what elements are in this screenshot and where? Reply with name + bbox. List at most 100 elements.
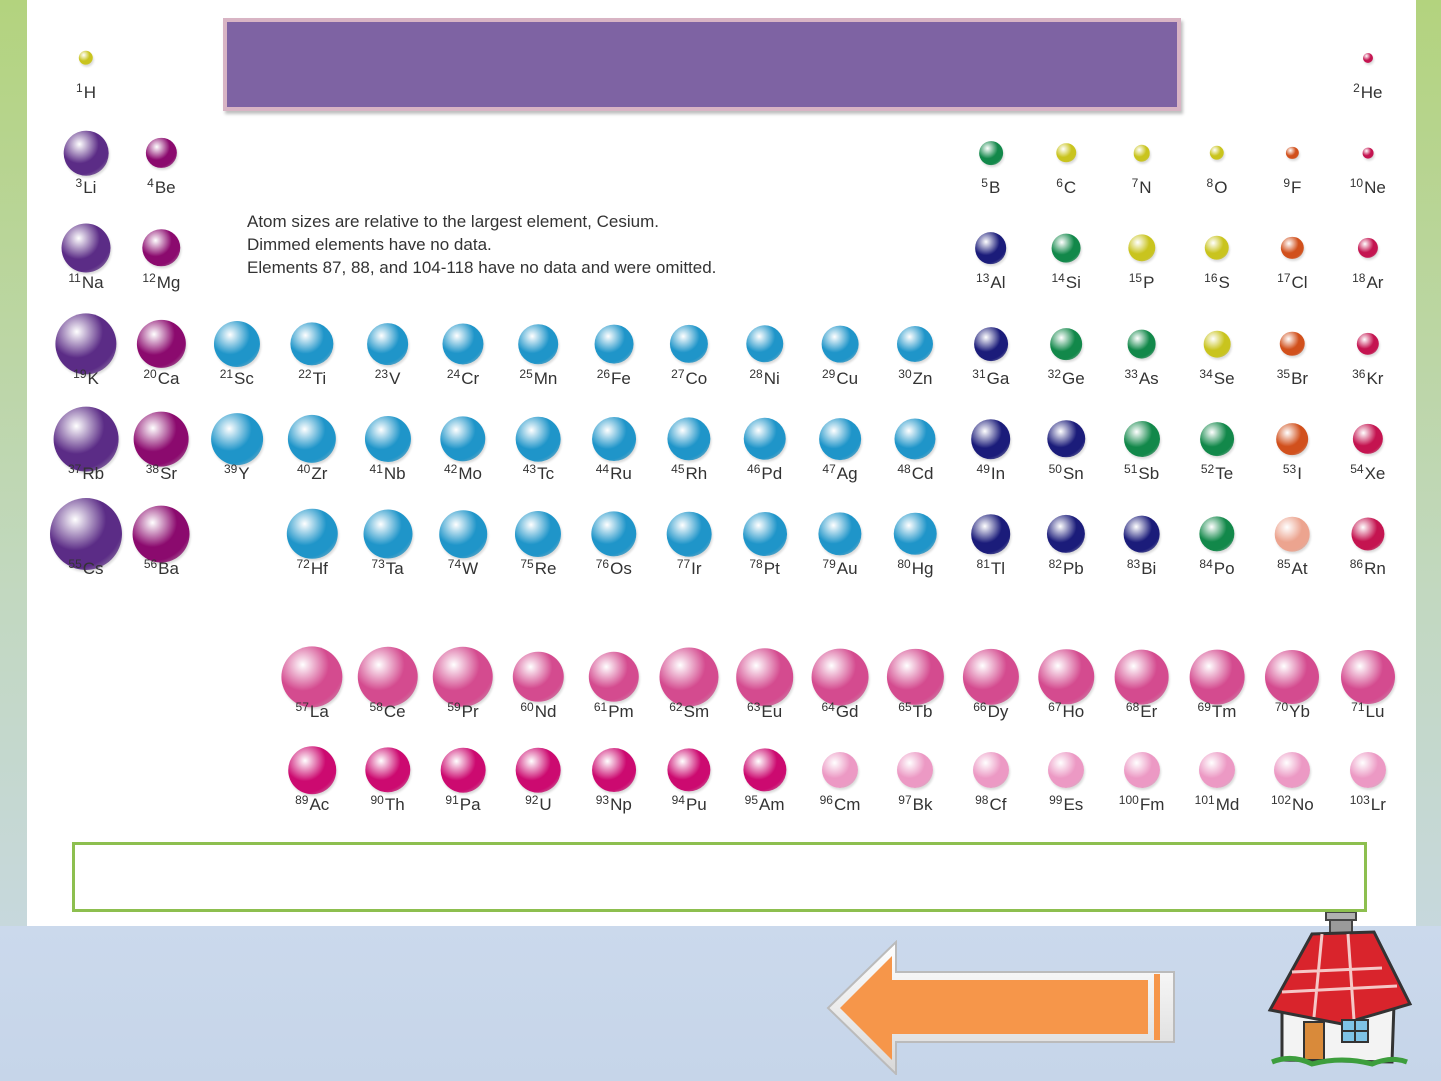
element-symbol: H bbox=[83, 83, 96, 102]
element-label: 99Es bbox=[1029, 793, 1104, 815]
element-symbol: Ge bbox=[1062, 369, 1085, 388]
atom-sphere bbox=[357, 646, 418, 708]
element-symbol: Ti bbox=[312, 369, 327, 388]
element-symbol: Dy bbox=[987, 702, 1009, 721]
element-symbol: Ag bbox=[836, 464, 858, 483]
element-label: 13Al bbox=[953, 271, 1028, 293]
atomic-number: 44 bbox=[595, 462, 610, 476]
atomic-number: 99 bbox=[1049, 793, 1063, 807]
atomic-number: 89 bbox=[295, 793, 309, 807]
atomic-number: 93 bbox=[595, 793, 610, 807]
atom-sphere bbox=[745, 325, 784, 363]
atom-sphere bbox=[63, 130, 109, 176]
element-symbol: Gd bbox=[835, 702, 859, 721]
home-icon[interactable] bbox=[1262, 912, 1414, 1072]
element-label: 60Nd bbox=[501, 700, 576, 722]
element-label: 66Dy bbox=[953, 700, 1028, 722]
element-symbol: At bbox=[1291, 559, 1308, 578]
atomic-number: 65 bbox=[898, 700, 912, 714]
element-symbol: Pt bbox=[763, 559, 780, 578]
element-label: 23V bbox=[350, 367, 425, 389]
atomic-number: 72 bbox=[296, 557, 310, 571]
atom-sphere bbox=[288, 414, 337, 464]
atom-sphere bbox=[1056, 143, 1076, 163]
element-symbol: Pb bbox=[1062, 559, 1084, 578]
atom-sphere bbox=[735, 648, 794, 706]
atom-sphere bbox=[1280, 331, 1305, 357]
element-label: 84Po bbox=[1180, 557, 1255, 579]
element-symbol: Si bbox=[1065, 273, 1081, 292]
atomic-number: 50 bbox=[1048, 462, 1062, 476]
atomic-number: 73 bbox=[371, 557, 385, 571]
atomic-number: 77 bbox=[676, 557, 691, 571]
atom-sphere bbox=[1265, 650, 1320, 704]
element-symbol: Br bbox=[1291, 369, 1309, 388]
back-arrow-icon[interactable] bbox=[826, 940, 1176, 1075]
atomic-number: 46 bbox=[747, 462, 761, 476]
atomic-number: 51 bbox=[1124, 462, 1138, 476]
element-er: 68Er bbox=[1104, 629, 1179, 724]
element-label: 2He bbox=[1330, 81, 1405, 103]
element-rh: 45Rh bbox=[652, 391, 727, 486]
element-symbol: Ga bbox=[986, 369, 1010, 388]
atomic-number: 71 bbox=[1351, 700, 1365, 714]
element-fe: 26Fe bbox=[576, 296, 651, 391]
element-symbol: Pr bbox=[461, 702, 479, 721]
element-symbol: Sn bbox=[1062, 464, 1084, 483]
element-symbol: Ir bbox=[691, 559, 702, 578]
element-zr: 40Zr bbox=[275, 391, 350, 486]
atomic-number: 28 bbox=[749, 367, 763, 381]
element-label: 67Ho bbox=[1029, 700, 1104, 722]
element-symbol: Hg bbox=[911, 559, 934, 578]
element-label: 38Sr bbox=[124, 462, 199, 484]
atom-sphere bbox=[1351, 517, 1385, 551]
element-symbol: Xe bbox=[1364, 464, 1386, 483]
atomic-number: 37 bbox=[67, 462, 82, 476]
atom-sphere bbox=[1199, 752, 1235, 788]
atom-sphere bbox=[887, 648, 944, 706]
atom-sphere bbox=[822, 752, 858, 788]
atom-sphere bbox=[1048, 752, 1085, 788]
atomic-number: 20 bbox=[143, 367, 157, 381]
atom-sphere bbox=[670, 324, 709, 364]
element-symbol: Cd bbox=[911, 464, 934, 483]
atom-sphere bbox=[1362, 53, 1373, 63]
element-symbol: Cm bbox=[833, 795, 861, 814]
atomic-number: 95 bbox=[744, 793, 759, 807]
answer-box[interactable] bbox=[72, 842, 1367, 912]
element-label: 59Pr bbox=[426, 700, 501, 722]
atomic-number: 68 bbox=[1125, 700, 1140, 714]
element-label: 68Er bbox=[1104, 700, 1179, 722]
atom-sphere bbox=[973, 327, 1008, 361]
atomic-number: 56 bbox=[143, 557, 158, 571]
atom-sphere bbox=[134, 411, 189, 467]
atom-sphere bbox=[50, 498, 122, 570]
element-symbol: Rh bbox=[685, 464, 708, 483]
atomic-number: 43 bbox=[522, 462, 537, 476]
atom-sphere bbox=[366, 323, 409, 365]
element-sr: 38Sr bbox=[124, 391, 199, 486]
atomic-number: 49 bbox=[976, 462, 990, 476]
element-symbol: As bbox=[1138, 369, 1159, 388]
element-label: 78Pt bbox=[727, 557, 802, 579]
element-kr: 36Kr bbox=[1330, 296, 1405, 391]
atom-sphere bbox=[659, 647, 719, 707]
atom-sphere bbox=[516, 416, 561, 462]
atom-sphere bbox=[1356, 332, 1379, 356]
atomic-number: 67 bbox=[1048, 700, 1062, 714]
note-line: Atom sizes are relative to the largest e… bbox=[247, 212, 659, 231]
element-f: 9F bbox=[1255, 105, 1330, 200]
atom-sphere bbox=[974, 232, 1007, 264]
element-label: 71Lu bbox=[1330, 700, 1405, 722]
atomic-number: 92 bbox=[525, 793, 539, 807]
element-ne: 10Ne bbox=[1330, 105, 1405, 200]
element-label: 65Tb bbox=[878, 700, 953, 722]
element-te: 52Te bbox=[1180, 391, 1255, 486]
element-pa: 91Pa bbox=[426, 722, 501, 817]
element-symbol: Sm bbox=[683, 702, 710, 721]
atomic-number: 23 bbox=[374, 367, 389, 381]
atom-sphere bbox=[1200, 422, 1234, 456]
atom-sphere bbox=[667, 417, 711, 461]
atom-sphere bbox=[811, 648, 869, 706]
atomic-number: 24 bbox=[446, 367, 461, 381]
